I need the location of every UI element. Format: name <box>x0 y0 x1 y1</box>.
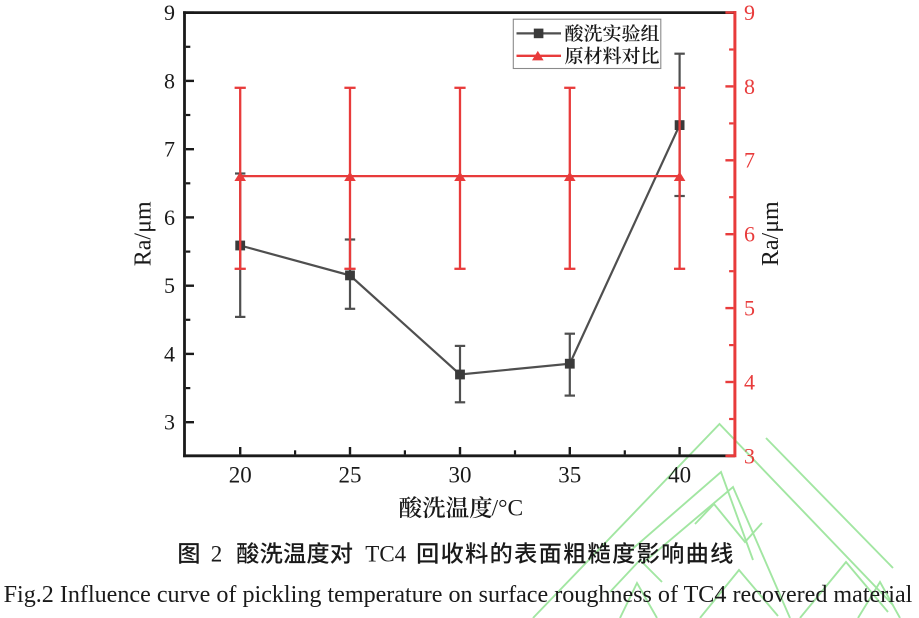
svg-text:6: 6 <box>164 205 175 230</box>
svg-text:Fig.2 Influence curve of pickl: Fig.2 Influence curve of pickling temper… <box>4 582 913 608</box>
svg-text:/°C: /°C <box>492 496 524 522</box>
svg-text:TC4: TC4 <box>365 541 406 566</box>
svg-text:Ra/μm: Ra/μm <box>131 201 157 266</box>
svg-text:8: 8 <box>164 68 175 93</box>
svg-text:3: 3 <box>164 410 175 435</box>
svg-text:35: 35 <box>558 463 581 488</box>
svg-text:9: 9 <box>744 0 755 25</box>
svg-text:4: 4 <box>164 341 175 366</box>
svg-text:30: 30 <box>449 463 472 488</box>
svg-text:Ra/μm: Ra/μm <box>758 201 784 266</box>
svg-text:7: 7 <box>744 148 755 173</box>
svg-text:5: 5 <box>164 273 175 298</box>
svg-text:2: 2 <box>211 541 223 566</box>
svg-text:40: 40 <box>668 463 691 488</box>
svg-text:5: 5 <box>744 296 755 321</box>
svg-text:25: 25 <box>339 463 362 488</box>
svg-text:3: 3 <box>744 443 755 468</box>
svg-text:6: 6 <box>744 222 755 247</box>
svg-text:4: 4 <box>744 369 755 394</box>
svg-text:7: 7 <box>164 137 175 162</box>
svg-text:20: 20 <box>229 463 252 488</box>
svg-text:9: 9 <box>164 0 175 25</box>
svg-text:8: 8 <box>744 74 755 99</box>
